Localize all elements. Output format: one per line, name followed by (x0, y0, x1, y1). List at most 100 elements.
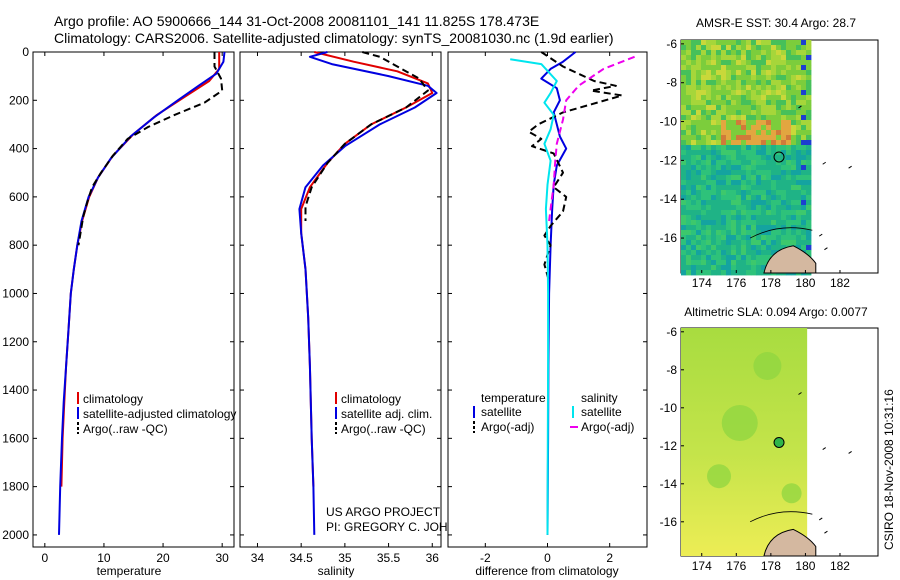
sst-cell (776, 235, 782, 241)
sst-cell (746, 250, 752, 256)
sst-cell (781, 95, 787, 101)
sst-cell (766, 60, 772, 66)
sst-cell (801, 40, 807, 46)
sst-cell (731, 180, 737, 186)
sst-cell (771, 105, 777, 111)
sst-cell (776, 145, 782, 151)
sla-blob (753, 352, 782, 380)
sst-cell (806, 140, 812, 146)
sst-cell (801, 165, 807, 171)
sst-cell (731, 245, 737, 251)
sst-cell (726, 60, 732, 66)
sst-cell (736, 70, 742, 76)
series-line-satellite-adj-clim- (298, 51, 438, 535)
sst-cell (691, 160, 697, 166)
sst-cell (721, 135, 727, 141)
csiro-timestamp: CSIRO 18-Nov-2008 10:31:16 (882, 389, 896, 550)
sst-cell (786, 80, 792, 86)
sst-cell (771, 175, 777, 181)
sst-cell (721, 270, 727, 276)
temperature-xlabel: temperature (97, 564, 162, 578)
series-line-argo-raw-qc- (304, 51, 429, 221)
sst-cell (771, 205, 777, 211)
sst-cell (696, 260, 702, 266)
sst-cell (746, 195, 752, 201)
sst-cell (766, 160, 772, 166)
sst-cell (731, 90, 737, 96)
project-credit: US ARGO PROJECT (326, 505, 441, 519)
sla-depth-contour (749, 511, 813, 523)
sst-cell (786, 165, 792, 171)
sst-xtick-label: 174 (692, 276, 712, 290)
sst-cell (691, 45, 697, 51)
sst-cell (796, 190, 802, 196)
sst-cell (706, 165, 712, 171)
sst-cell (681, 265, 687, 271)
sst-cell (776, 105, 782, 111)
temperature-xtick-label: 10 (97, 551, 111, 565)
legend-climatology-label: climatology (341, 392, 401, 406)
sst-cell (746, 110, 752, 116)
difference-panel: -2 0 2 (447, 51, 648, 565)
sst-cell (696, 160, 702, 166)
sst-cell (771, 235, 777, 241)
sst-cell (731, 45, 737, 51)
sst-cell (731, 235, 737, 241)
sst-cell (706, 90, 712, 96)
sst-cell (711, 215, 717, 221)
sst-cell (736, 120, 742, 126)
sst-cell (741, 90, 747, 96)
temperature-ytick-label: 600 (9, 190, 29, 204)
sst-cell (691, 190, 697, 196)
sst-cell (686, 80, 692, 86)
sst-cell (756, 150, 762, 156)
sst-cell (751, 135, 757, 141)
sst-cell (686, 50, 692, 56)
sst-cell (746, 75, 752, 81)
sst-cell (761, 205, 767, 211)
sst-cell (711, 155, 717, 161)
sst-cell (781, 205, 787, 211)
sst-cell (741, 120, 747, 126)
sst-cell (731, 195, 737, 201)
sst-cell (781, 50, 787, 56)
sst-cell (736, 140, 742, 146)
sst-cell (791, 150, 797, 156)
sst-cell (726, 265, 732, 271)
sst-cell (681, 120, 687, 126)
sst-cell (711, 180, 717, 186)
sst-cell (711, 115, 717, 121)
sst-cell (801, 95, 807, 101)
sst-cell (721, 110, 727, 116)
sst-cell (696, 70, 702, 76)
sst-cell (751, 50, 757, 56)
sst-cell (731, 270, 737, 276)
sst-cell (711, 95, 717, 101)
sst-cell (686, 40, 692, 46)
sst-cell (776, 240, 782, 246)
sst-cell (721, 150, 727, 156)
sst-cell (806, 175, 812, 181)
sst-cell (696, 210, 702, 216)
sst-cell (701, 270, 707, 276)
sst-cell (781, 65, 787, 71)
sst-cell (696, 125, 702, 131)
sst-cell (696, 45, 702, 51)
sst-cell (791, 230, 797, 236)
sst-cell (696, 120, 702, 126)
sst-cell (736, 270, 742, 276)
sst-cell (686, 175, 692, 181)
sst-cell (681, 55, 687, 61)
sst-cell (771, 250, 777, 256)
sst-cell (716, 120, 722, 126)
sst-cell (776, 100, 782, 106)
sst-cell (766, 225, 772, 231)
sst-cell (736, 200, 742, 206)
sst-cell (691, 140, 697, 146)
sst-cell (686, 260, 692, 266)
sst-cell (716, 230, 722, 236)
sst-cell (736, 75, 742, 81)
sst-cell (781, 100, 787, 106)
sst-cell (716, 260, 722, 266)
sst-cell (776, 210, 782, 216)
